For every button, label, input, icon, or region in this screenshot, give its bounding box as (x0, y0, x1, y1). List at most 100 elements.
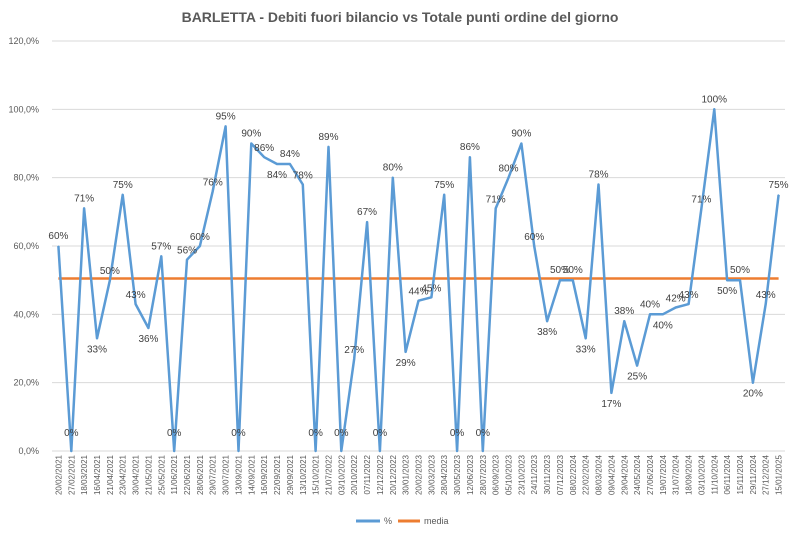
x-tick-label: 21/05/2021 (144, 454, 153, 495)
data-point (353, 358, 355, 360)
data-labels: 60% 0% 71% 33% 50% 75% 43% 36% 57% 0% 56% 60% 76% 95%… (48, 94, 788, 439)
chart-title: BARLETTA - Debiti fuori bilancio vs Tota… (182, 9, 619, 25)
data-label: 33% (87, 344, 107, 355)
x-tick-label: 13/09/2021 (234, 454, 243, 495)
x-tick-label: 29/04/2024 (620, 454, 629, 495)
data-point (186, 259, 188, 261)
data-label: 90% (511, 129, 531, 140)
data-label: 60% (190, 232, 210, 243)
x-tick-label: 23/04/2021 (119, 454, 128, 495)
data-point (109, 279, 111, 281)
data-label: 78% (293, 171, 313, 182)
data-label: 40% (653, 320, 673, 331)
data-point (739, 279, 741, 281)
x-tick-label: 30/04/2021 (132, 454, 141, 495)
data-point (379, 450, 381, 452)
data-point (96, 337, 98, 339)
data-label: 44% (408, 287, 428, 298)
x-tick-label: 22/06/2021 (183, 454, 192, 495)
x-tick-label: 27/06/2024 (646, 454, 655, 495)
data-label: 38% (614, 306, 634, 317)
x-tick-label: 15/10/2021 (312, 454, 321, 495)
x-tick-label: 11/06/2021 (170, 454, 179, 494)
y-tick-label: 120,0% (8, 36, 39, 46)
data-label: 0% (334, 428, 349, 439)
x-tick-label: 29/09/2021 (286, 454, 295, 495)
data-point (713, 108, 715, 110)
x-tick-label: 18/09/2024 (685, 454, 694, 495)
x-tick-label: 07/12/2023 (556, 454, 565, 495)
x-tick-label: 31/07/2024 (672, 454, 681, 495)
data-label: 50% (550, 265, 570, 276)
x-tick-label: 29/11/2024 (749, 454, 758, 494)
data-point (469, 156, 471, 158)
data-label: 86% (254, 143, 274, 154)
x-tick-label: 19/07/2024 (659, 454, 668, 495)
data-point (636, 365, 638, 367)
data-point (572, 279, 574, 281)
data-label: 67% (357, 207, 377, 218)
data-point (276, 163, 278, 165)
x-tick-label: 22/02/2024 (582, 454, 591, 495)
data-point (508, 177, 510, 179)
data-point (225, 125, 227, 127)
x-tick-label: 13/10/2021 (299, 454, 308, 495)
x-tick-label: 28/07/2023 (479, 454, 488, 495)
data-label: 71% (74, 193, 94, 204)
data-label: 57% (151, 241, 171, 252)
data-label: 60% (524, 232, 544, 243)
data-label: 80% (499, 164, 519, 175)
series-line-percent (57, 108, 780, 453)
x-tick-label: 24/11/2023 (530, 454, 539, 494)
x-tick-label: 20/02/2021 (54, 454, 63, 495)
data-point (315, 450, 317, 452)
data-label: 100% (701, 94, 727, 105)
data-label: 42% (666, 294, 686, 305)
x-tick-label: 05/10/2023 (505, 454, 514, 495)
data-label: 75% (769, 180, 789, 191)
data-label: 45% (421, 283, 441, 294)
x-tick-label: 30/01/2023 (402, 454, 411, 495)
data-label: 36% (138, 334, 158, 345)
data-point (585, 337, 587, 339)
data-label: 17% (601, 399, 621, 410)
x-tick-label: 24/05/2024 (633, 454, 642, 495)
x-axis-ticks: 20/02/2021 27/02/2021 18/03/2021 16/04/2021… (54, 454, 783, 495)
data-label: 25% (627, 372, 647, 383)
data-label: 43% (756, 290, 776, 301)
x-tick-label: 29/07/2021 (209, 454, 218, 495)
legend: % media (356, 516, 449, 526)
x-tick-label: 15/11/2024 (736, 454, 745, 494)
data-point (649, 313, 651, 315)
x-tick-label: 20/02/2023 (415, 454, 424, 495)
y-tick-label: 40,0% (13, 309, 39, 319)
data-label: 33% (576, 344, 596, 355)
data-point (430, 296, 432, 298)
data-point (675, 307, 677, 308)
data-label: 75% (113, 180, 133, 191)
x-tick-label: 23/10/2023 (517, 454, 526, 495)
legend-label-media: media (424, 516, 449, 526)
x-tick-label: 08/03/2024 (595, 454, 604, 495)
data-point (610, 392, 612, 394)
data-point (405, 351, 407, 353)
x-tick-label: 18/03/2021 (80, 454, 89, 495)
y-tick-label: 20,0% (13, 378, 39, 388)
x-tick-label: 21/07/2022 (324, 454, 333, 495)
data-label: 43% (126, 290, 146, 301)
data-label: 76% (203, 177, 223, 188)
data-point (443, 194, 445, 196)
x-tick-label: 16/04/2021 (93, 454, 102, 495)
x-tick-label: 08/02/2024 (569, 454, 578, 495)
x-tick-label: 21/04/2021 (106, 454, 115, 495)
data-point (212, 190, 214, 192)
data-point (598, 184, 600, 185)
x-tick-label: 09/04/2024 (607, 454, 616, 495)
data-label: 89% (318, 132, 338, 143)
y-axis-ticks: 0,0% 20,0% 40,0% 60,0% 80,0% 100,0% 120,0% (8, 36, 39, 456)
legend-label-percent: % (384, 516, 392, 526)
x-tick-label: 30/07/2021 (222, 454, 231, 495)
x-tick-label: 03/10/2024 (697, 454, 706, 495)
data-point (726, 279, 728, 281)
